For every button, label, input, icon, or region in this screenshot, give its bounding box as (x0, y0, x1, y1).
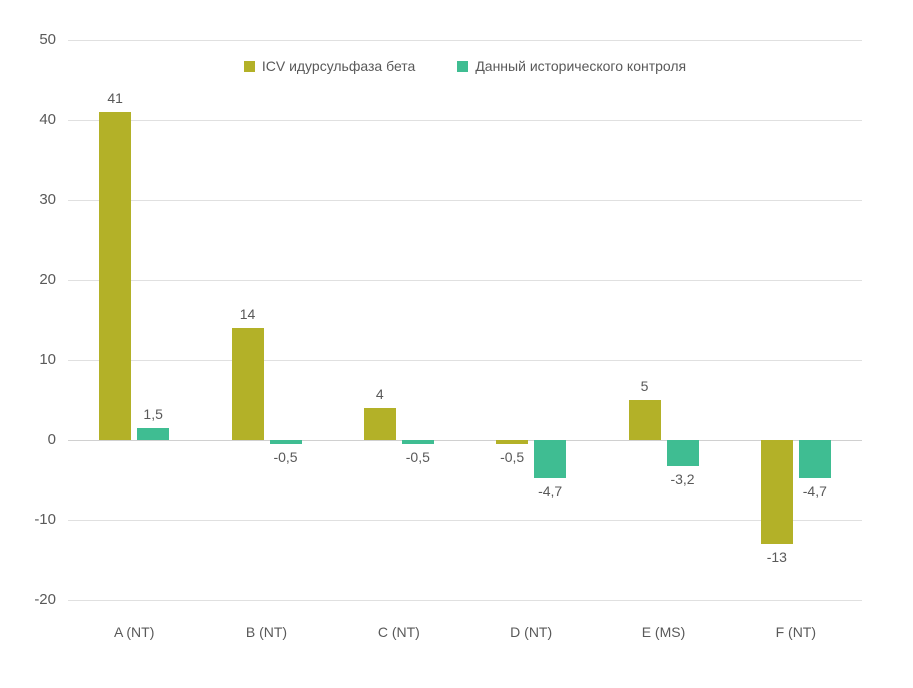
bar-value-label: -3,2 (670, 470, 695, 487)
bar-icv (760, 440, 793, 544)
bar-icv (363, 408, 396, 440)
y-axis-tick-label: 20 (39, 271, 56, 288)
bar-icv (99, 112, 132, 440)
bar-historical-control (401, 440, 434, 444)
bar-value-label: -4,7 (802, 482, 827, 499)
y-axis-tick-label: -20 (34, 591, 56, 608)
bar-historical-control (269, 440, 302, 444)
bar-value-label: -4,7 (538, 482, 563, 499)
bar-historical-control (534, 440, 567, 478)
gridline (68, 39, 862, 41)
gridline (68, 199, 862, 201)
y-axis-tick-label: 30 (39, 191, 56, 208)
bar-value-label: -13 (766, 549, 787, 565)
y-axis-tick-label: 40 (39, 111, 56, 128)
x-axis-category-label: A (NT) (113, 624, 155, 640)
bar-value-label: 5 (640, 378, 649, 394)
bar-value-label: -0,5 (500, 449, 525, 465)
bar-value-label: 14 (239, 306, 256, 322)
bar-icv (231, 328, 264, 440)
y-axis-tick-label: 50 (39, 31, 56, 48)
bar-icv (496, 440, 529, 444)
bar-historical-control (798, 440, 831, 478)
bar-value-label: -0,5 (405, 449, 430, 465)
x-axis-category-label: D (NT) (510, 624, 553, 640)
legend-label-icv: ICV идурсульфаза бета (261, 58, 416, 74)
bar-value-label: -0,5 (273, 449, 298, 465)
bar-value-label: 4 (375, 386, 384, 402)
legend-swatch-icv-icon (243, 60, 255, 72)
y-axis-tick-label: 0 (47, 431, 56, 448)
gridline (68, 359, 862, 361)
bar-icv (628, 400, 661, 440)
legend-swatch-historical-control-icon (457, 60, 469, 72)
legend-item-icv: ICV идурсульфаза бета (243, 58, 416, 74)
x-axis-category-label: B (NT) (245, 624, 288, 640)
gridline (68, 599, 862, 601)
gridline (68, 519, 862, 521)
zero-gridline (68, 439, 862, 441)
bar-value-label: 41 (107, 90, 123, 106)
x-axis-category-label: F (NT) (775, 624, 817, 640)
gridline (68, 119, 862, 121)
x-axis-category-label: E (MS) (641, 624, 686, 640)
y-axis-tick-label: -10 (34, 511, 56, 528)
chart-legend: ICV идурсульфаза бета Данный историческо… (68, 55, 862, 77)
legend-label-historical-control: Данный исторического контроля (475, 58, 687, 74)
x-axis-category-label: C (NT) (377, 624, 420, 640)
y-axis-tick-label: 10 (39, 351, 56, 368)
gridline (68, 279, 862, 281)
bar-historical-control (137, 428, 170, 440)
legend-item-historical-control: Данный исторического контроля (457, 58, 686, 74)
bar-historical-control (666, 440, 699, 466)
bar-value-label: 1,5 (143, 406, 163, 422)
